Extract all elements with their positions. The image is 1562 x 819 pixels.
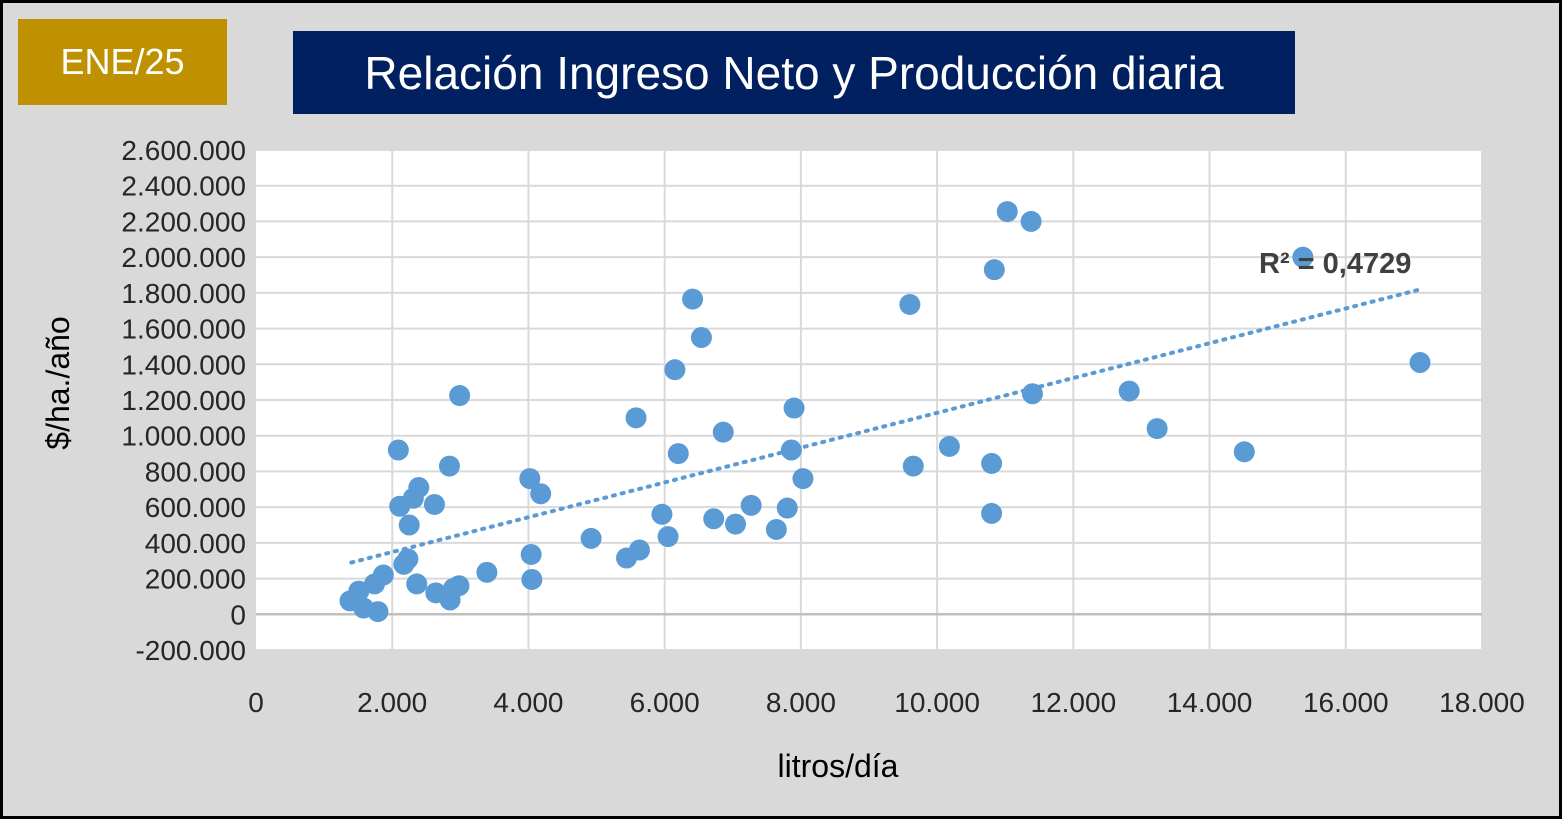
data-point — [981, 502, 1003, 524]
y-tick-label: 600.000 — [145, 492, 246, 523]
data-point — [899, 293, 921, 315]
data-point — [398, 514, 420, 536]
data-point — [765, 518, 787, 540]
data-point — [1409, 352, 1431, 373]
data-point — [703, 508, 725, 530]
y-tick-label: 1.400.000 — [121, 349, 246, 380]
data-point — [1020, 210, 1042, 232]
data-point — [712, 421, 734, 443]
data-point — [423, 493, 445, 515]
x-tick-label: 2.000 — [357, 687, 427, 718]
r-squared-label: R² = 0,4729 — [1259, 248, 1411, 280]
data-point — [1118, 380, 1140, 402]
y-tick-label: 1.800.000 — [121, 278, 246, 309]
x-tick-label: 0 — [248, 687, 264, 718]
data-point — [725, 513, 747, 535]
y-tick-label: 2.000.000 — [121, 242, 246, 273]
data-point — [651, 503, 673, 525]
y-tick-labels: -200.000 0 200.000 400.000 600.000 800.000 1.0… — [121, 135, 246, 666]
data-point — [776, 497, 798, 519]
data-point — [1233, 441, 1255, 463]
data-point — [449, 385, 471, 407]
y-tick-label: 1.600.000 — [121, 314, 246, 345]
data-point — [780, 439, 802, 461]
data-point — [983, 259, 1005, 281]
data-point — [521, 568, 543, 590]
y-tick-label: 2.200.000 — [121, 206, 246, 237]
y-tick-label: -200.000 — [135, 635, 246, 666]
data-point — [1146, 418, 1168, 440]
data-point — [520, 543, 542, 565]
y-tick-label: 1.000.000 — [121, 421, 246, 452]
y-tick-label: 400.000 — [145, 528, 246, 559]
data-point — [628, 539, 650, 561]
trendline — [349, 287, 1423, 565]
data-point — [348, 580, 370, 602]
x-tick-label: 6.000 — [630, 687, 700, 718]
y-tick-label: 200.000 — [145, 564, 246, 595]
data-point — [792, 468, 814, 490]
data-point — [740, 494, 762, 516]
x-tick-label: 12.000 — [1031, 687, 1117, 718]
y-axis-label: $/ha./año — [40, 316, 76, 449]
data-point — [902, 455, 924, 477]
data-point — [996, 201, 1018, 223]
x-tick-label: 16.000 — [1303, 687, 1389, 718]
y-tick-label: 2.600.000 — [121, 135, 246, 166]
y-tick-label: 1.200.000 — [121, 385, 246, 416]
data-point — [580, 527, 602, 549]
x-tick-label: 18.000 — [1439, 687, 1525, 718]
data-point — [625, 407, 647, 429]
data-point — [981, 452, 1003, 474]
data-point — [1021, 383, 1043, 405]
data-point — [367, 601, 389, 623]
y-tick-label: 0 — [230, 599, 246, 630]
data-point — [682, 288, 704, 310]
data-point — [690, 327, 712, 348]
data-point — [530, 483, 552, 505]
x-axis-label: litros/día — [778, 748, 899, 784]
data-point — [372, 564, 394, 586]
date-badge: ENE/25 — [18, 19, 227, 105]
chart-title: Relación Ingreso Neto y Producción diari… — [364, 46, 1224, 99]
data-point — [476, 561, 498, 583]
data-point — [438, 455, 460, 477]
data-point — [664, 359, 686, 381]
data-point — [519, 468, 541, 490]
data-point — [667, 443, 689, 465]
data-point — [448, 575, 470, 597]
data-point — [406, 573, 428, 595]
x-tick-label: 4.000 — [493, 687, 563, 718]
y-tick-label: 800.000 — [145, 456, 246, 487]
y-tick-label: 2.400.000 — [121, 171, 246, 202]
data-point — [938, 435, 960, 457]
x-tick-label: 14.000 — [1167, 687, 1253, 718]
data-point — [408, 477, 430, 498]
data-point — [397, 548, 419, 570]
x-tick-label: 10.000 — [894, 687, 980, 718]
data-point — [783, 397, 805, 419]
data-point — [657, 526, 679, 548]
x-tick-label: 8.000 — [766, 687, 836, 718]
data-point — [387, 439, 409, 461]
date-badge-label: ENE/25 — [60, 41, 185, 82]
data-points — [339, 201, 1431, 623]
x-tick-labels: 0 2.000 4.000 6.000 8.000 10.000 12.000 14.000 1… — [248, 687, 1525, 718]
chart-title-box: Relación Ingreso Neto y Producción diari… — [293, 31, 1295, 114]
data-point — [1292, 246, 1314, 268]
